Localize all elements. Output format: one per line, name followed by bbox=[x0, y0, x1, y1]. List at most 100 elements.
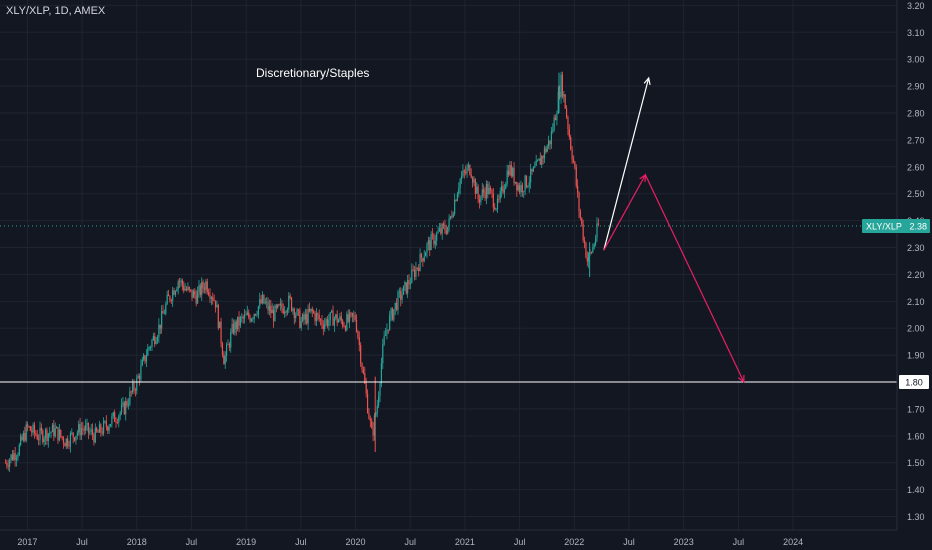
candle-body bbox=[104, 421, 106, 423]
candle-body bbox=[257, 306, 259, 315]
candle-body bbox=[484, 192, 486, 199]
y-tick-label: 3.20 bbox=[907, 1, 925, 11]
candle-body bbox=[570, 136, 572, 150]
candle-body bbox=[198, 285, 200, 292]
candle-body bbox=[60, 429, 62, 437]
candle-body bbox=[47, 433, 49, 441]
candle-body bbox=[350, 312, 352, 314]
candle-body bbox=[46, 429, 48, 441]
candle-body bbox=[407, 280, 409, 294]
candle-body bbox=[473, 179, 475, 183]
candle-body bbox=[125, 401, 127, 415]
candle-body bbox=[387, 329, 389, 331]
candle-body bbox=[531, 168, 533, 172]
candle-body bbox=[105, 421, 107, 427]
candle-body bbox=[539, 158, 541, 165]
candle-body bbox=[496, 198, 499, 209]
candle-body bbox=[328, 320, 330, 326]
candle-body bbox=[20, 436, 22, 445]
candle-body bbox=[14, 453, 16, 461]
candle-body bbox=[293, 308, 295, 319]
candle-body bbox=[448, 218, 450, 227]
candle-body bbox=[130, 391, 132, 393]
candle-body bbox=[483, 189, 485, 193]
candle-body bbox=[390, 308, 392, 316]
candle-body bbox=[155, 341, 157, 344]
candle-body bbox=[203, 287, 206, 290]
candle-body bbox=[31, 430, 33, 433]
candle-body bbox=[102, 421, 105, 434]
candle-body bbox=[72, 432, 74, 438]
candle-body bbox=[451, 216, 453, 218]
candle-body bbox=[590, 252, 593, 253]
candle-body bbox=[420, 253, 423, 259]
candle-body bbox=[336, 314, 338, 323]
candle-body bbox=[144, 355, 146, 362]
candle-body bbox=[237, 316, 239, 330]
candle-body bbox=[108, 426, 110, 431]
candle-body bbox=[65, 438, 67, 447]
candle-body bbox=[459, 179, 461, 189]
candle-body bbox=[419, 253, 421, 271]
candle-body bbox=[315, 313, 318, 322]
y-tick-label: 1.60 bbox=[907, 431, 925, 441]
candle-body bbox=[353, 315, 355, 317]
y-tick-label: 2.50 bbox=[907, 189, 925, 199]
candle-body bbox=[438, 228, 441, 232]
candle-body bbox=[498, 198, 500, 200]
candle-body bbox=[401, 294, 403, 300]
candle-body bbox=[383, 335, 385, 345]
candle-body bbox=[21, 436, 23, 441]
candle-body bbox=[217, 304, 219, 329]
candle-body bbox=[90, 429, 92, 432]
candle-body bbox=[152, 335, 154, 341]
candle-body bbox=[567, 117, 569, 130]
candle-body bbox=[79, 423, 81, 436]
candle-body bbox=[132, 383, 134, 392]
candle-body bbox=[242, 316, 244, 319]
candle-body bbox=[194, 291, 196, 296]
candle-body bbox=[586, 257, 588, 262]
candle-body bbox=[270, 305, 272, 314]
candle-body bbox=[415, 267, 417, 277]
candle-body bbox=[147, 347, 149, 356]
candle-body bbox=[543, 148, 546, 159]
candle-body bbox=[404, 282, 406, 286]
candle-body bbox=[9, 459, 11, 467]
candle-body bbox=[366, 393, 369, 413]
candle-body bbox=[491, 189, 493, 194]
candle-body bbox=[241, 316, 243, 318]
candle-body bbox=[214, 300, 217, 308]
candle-body bbox=[447, 226, 449, 234]
candle-body bbox=[123, 402, 125, 415]
candle-body bbox=[10, 454, 12, 460]
candle-body bbox=[369, 418, 371, 421]
candle-body bbox=[36, 434, 38, 440]
candle-body bbox=[536, 160, 539, 162]
candle-body bbox=[347, 314, 349, 322]
candle-body bbox=[517, 185, 519, 191]
candle-body bbox=[469, 164, 471, 175]
candle-body bbox=[176, 288, 178, 292]
candle-body bbox=[365, 383, 367, 394]
candle-body bbox=[564, 94, 566, 109]
candle-body bbox=[344, 326, 347, 331]
candle-body bbox=[521, 184, 523, 193]
candle-body bbox=[223, 354, 225, 365]
candle-body bbox=[357, 331, 359, 338]
candle-body bbox=[76, 432, 78, 436]
candle-body bbox=[418, 268, 420, 271]
candle-body bbox=[4, 462, 7, 464]
x-tick-label: Jul bbox=[295, 537, 307, 547]
candle-body bbox=[26, 424, 29, 427]
candle-body bbox=[411, 269, 413, 283]
candle-body bbox=[154, 335, 156, 344]
candle-body bbox=[212, 297, 214, 301]
candle-body bbox=[393, 309, 395, 320]
candle-body bbox=[333, 318, 335, 326]
y-tick-label: 2.10 bbox=[907, 297, 925, 307]
candle-body bbox=[114, 412, 116, 422]
candle-body bbox=[163, 313, 166, 315]
